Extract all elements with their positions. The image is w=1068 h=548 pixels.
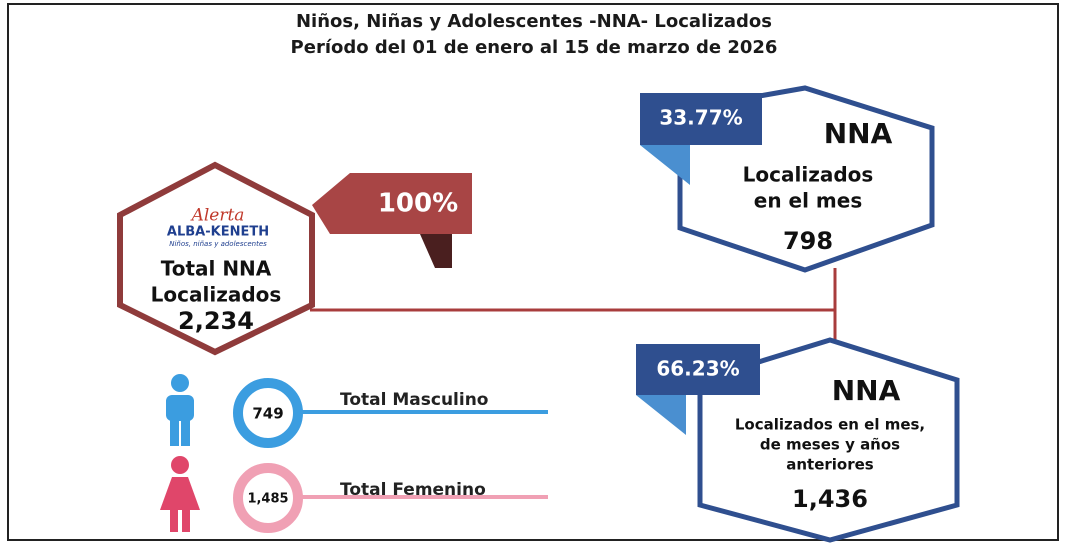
female-value: 1,485 <box>247 492 288 507</box>
previous-label-2: de meses y años <box>760 436 900 454</box>
previous-heading: NNA <box>832 374 901 407</box>
title: Niños, Niñas y Adolescentes -NNA- Locali… <box>296 11 772 32</box>
logo-name: ALBA-KENETH <box>167 225 269 240</box>
total-value: 2,234 <box>178 307 254 335</box>
previous-hexagon <box>697 337 960 543</box>
month-label-1: Localizados <box>743 163 874 187</box>
subtitle: Período del 01 de enero al 15 de marzo d… <box>291 37 778 58</box>
total-badge: 100% <box>378 189 458 219</box>
female-circle <box>233 463 303 533</box>
total-label-2: Localizados <box>151 283 282 307</box>
total-badge-shape <box>312 173 472 234</box>
previous-value: 1,436 <box>792 485 868 513</box>
total-hexagon <box>117 161 315 356</box>
badge-fold <box>420 234 452 268</box>
logo-word: Alerta <box>190 206 245 226</box>
female-icon <box>160 456 200 532</box>
previous-badge-shape <box>636 344 760 395</box>
month-label-2: en el mes <box>754 189 862 213</box>
previous-label-3: anteriores <box>786 456 874 474</box>
male-label: Total Masculino <box>340 390 488 410</box>
month-badge: 33.77% <box>659 106 742 130</box>
male-circle <box>233 378 303 448</box>
previous-label-1: Localizados en el mes, <box>735 416 925 434</box>
badge-fold <box>636 395 686 435</box>
connectors <box>310 268 837 340</box>
logo-tagline: Niños, niñas y adolescentes <box>169 240 267 248</box>
badge-fold <box>640 145 690 185</box>
female-label: Total Femenino <box>340 480 486 500</box>
male-icon <box>166 374 194 446</box>
month-badge-shape <box>640 93 762 145</box>
male-value: 749 <box>252 405 283 423</box>
month-value: 798 <box>783 227 833 255</box>
total-label-1: Total NNA <box>161 257 272 281</box>
month-heading: NNA <box>824 117 893 150</box>
previous-badge: 66.23% <box>656 357 739 381</box>
